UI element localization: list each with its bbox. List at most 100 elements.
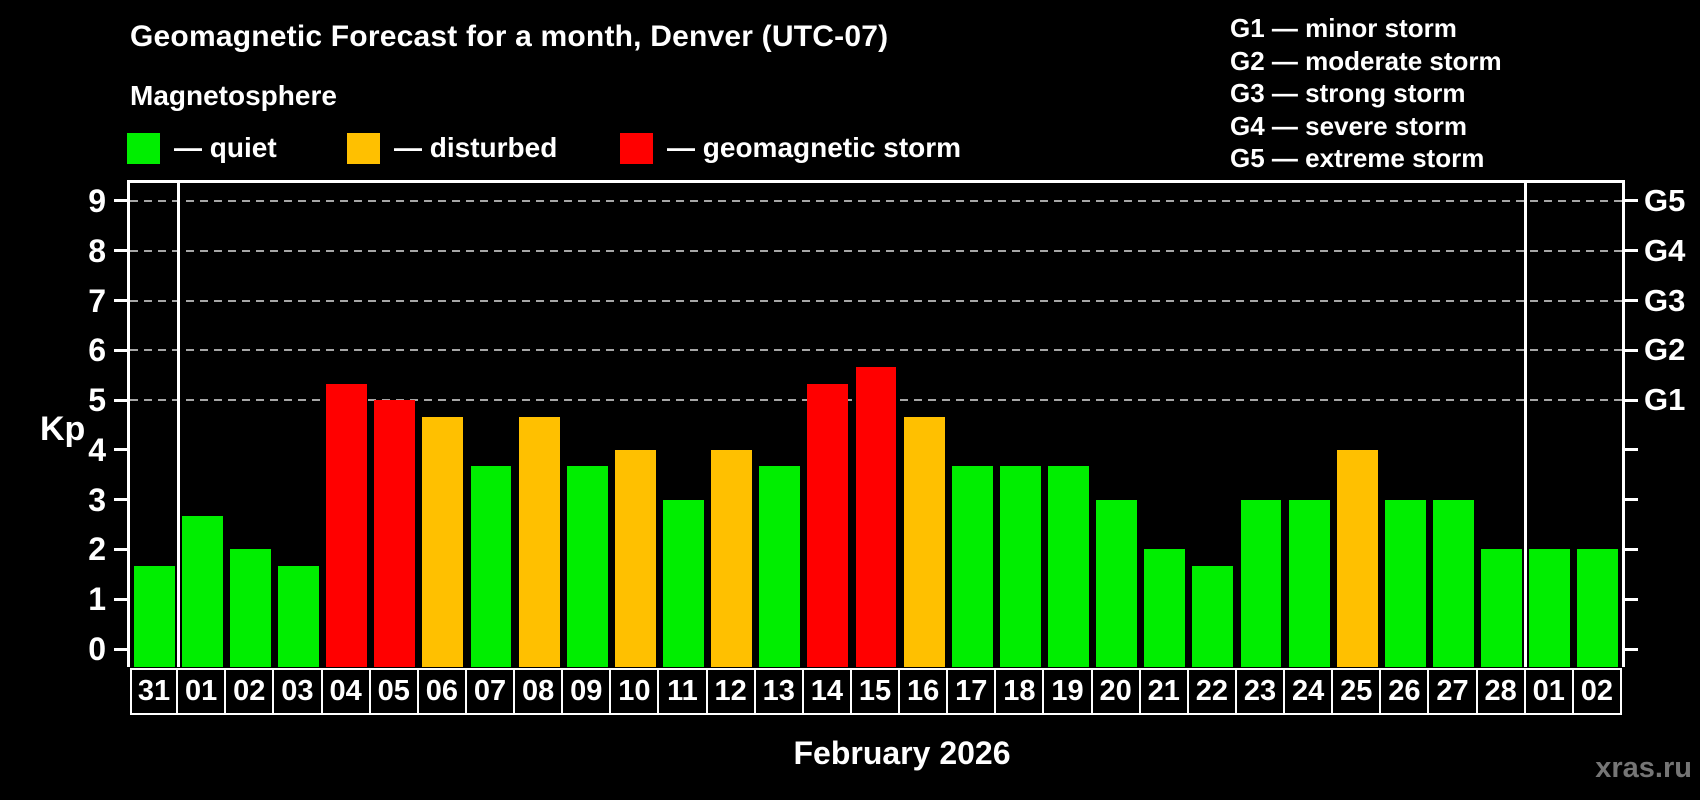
x-axis-month-label: February 2026 [793,735,1011,771]
kp-bar-day-18 [999,466,1041,667]
day-label-box: 16 [898,668,949,715]
day-label-box: 13 [753,668,804,715]
day-label-box: 03 [272,668,323,715]
right-tick-7 [1625,299,1638,302]
day-label-box: 17 [946,668,997,715]
y-tick-label-3: 3 [88,481,106,518]
y-tick-label-5: 5 [88,382,106,419]
y-tick-label-1: 1 [88,581,106,618]
storm-color-swatch [620,132,653,164]
watermark: xras.ru [1595,752,1692,784]
quiet-color-swatch [127,132,160,164]
right-tick-1 [1625,597,1638,601]
day-label-box: 04 [320,668,371,715]
day-label-box: 20 [1090,668,1141,715]
right-tick-8 [1625,249,1638,253]
right-tick-2 [1625,547,1638,551]
kp-bar-day-01 [181,516,223,667]
kp-bar-day-10 [614,449,656,667]
day-label-box: 02 [224,668,275,715]
day-label-box: 01 [176,668,227,715]
left-tick-0 [114,647,127,651]
day-label-box: 18 [994,668,1045,715]
right-tick-3 [1625,498,1638,502]
legend-label-quiet: — quiet [174,132,277,163]
day-label-box: 08 [513,668,564,715]
day-label-box: 09 [561,668,612,715]
kp-bar-day-09 [566,466,608,667]
right-tick-0 [1625,647,1638,651]
kp-bar-day-01 [1529,549,1571,667]
g2-legend-line: G2 — moderate storm [1230,45,1502,76]
kp-bar-day-04 [326,383,368,667]
kp-bar-day-07 [470,466,512,667]
kp-bar-day-20 [1096,499,1138,667]
kp-bar-day-11 [663,499,704,667]
kp-bar-day-27 [1433,499,1474,667]
g-level-label-G5: G5 [1644,182,1686,218]
g-level-label-G4: G4 [1644,232,1686,268]
day-label-box: 05 [368,668,419,715]
g-level-label-G1: G1 [1644,382,1686,418]
y-tick-label-6: 6 [88,332,106,369]
kp-bar-day-15 [855,366,897,667]
kp-bar-day-12 [711,449,753,667]
day-label-box: 07 [464,668,516,715]
left-tick-2 [114,547,127,551]
day-label-box: 15 [849,668,901,715]
gridline-kp-7 [130,299,1622,302]
kp-bar-day-02 [1577,549,1619,667]
left-tick-3 [114,498,127,502]
g1-legend-line: G1 — minor storm [1230,13,1457,43]
kp-bar-day-26 [1384,499,1426,667]
left-tick-9 [114,199,127,203]
y-tick-label-4: 4 [88,431,106,468]
day-label-box: 14 [801,668,852,715]
left-tick-1 [114,597,127,601]
g4-legend-line: G4 — severe storm [1230,110,1468,141]
day-label-box: 27 [1427,668,1478,715]
y-axis-label: Kp [40,410,86,448]
legend-label-storm: — geomagnetic storm [667,132,962,163]
day-label-box: 19 [1042,668,1093,715]
day-label-box: 25 [1331,668,1382,715]
left-tick-7 [114,299,127,302]
kp-bar-day-31 [133,565,175,667]
kp-bar-day-23 [1240,499,1282,667]
kp-bar-day-25 [1336,449,1378,667]
g-level-label-G3: G3 [1644,282,1686,318]
y-tick-label-7: 7 [88,282,106,319]
kp-bar-day-22 [1192,565,1234,667]
right-tick-9 [1625,199,1638,203]
kp-bar-day-28 [1481,549,1523,667]
kp-bar-day-21 [1144,549,1186,667]
kp-bar-day-24 [1288,499,1330,667]
legend-label-disturbed: — disturbed [394,132,558,163]
kp-bar-day-16 [903,416,945,667]
right-tick-4 [1625,448,1638,452]
legend-item-quiet: — quiet [127,132,277,164]
month-separator [176,183,180,667]
kp-bar-day-08 [518,416,560,667]
kp-bar-day-02 [229,549,271,667]
day-label-box: 10 [609,668,660,715]
day-label-box: 01 [1523,668,1574,715]
kp-bar-day-17 [951,466,993,667]
day-label-box: 23 [1234,668,1286,715]
month-separator [1524,183,1528,667]
left-tick-6 [114,348,127,352]
day-label-box: 11 [657,668,708,715]
plot-canvas: 0 1 2 3 4 5 6 7 8 9 G1 G2 G3 G4 G5 [88,183,1685,667]
right-tick-6 [1625,348,1638,352]
x-axis-day-labels: 31 01 02 03 04 05 06 07 08 09 10 11 12 13 14 15 16 17 18 19… [130,668,1622,715]
y-tick-label-2: 2 [88,531,106,568]
legend-item-disturbed: — disturbed [347,132,557,164]
kp-bar-day-13 [759,466,801,667]
day-label-box: 02 [1571,668,1622,715]
gridline-kp-8 [130,249,1622,252]
plot-area: 0 1 2 3 4 5 6 7 8 9 G1 G2 G3 G4 G5 [88,180,1685,667]
left-tick-8 [114,249,127,253]
kp-bar-day-14 [807,383,849,667]
disturbed-color-swatch [347,132,380,164]
